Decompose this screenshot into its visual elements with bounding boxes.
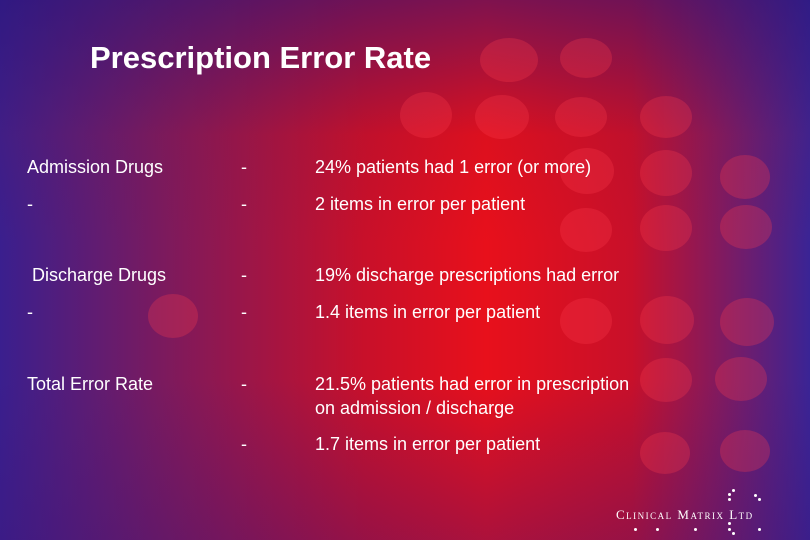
row-text: 21.5% patients had error in prescription… <box>315 374 630 418</box>
row-dash: - <box>241 374 247 394</box>
row-dash: - <box>241 194 247 214</box>
row-dash: - <box>241 434 247 454</box>
slide-title: Prescription Error Rate <box>90 40 432 75</box>
row-dash: - <box>241 157 247 177</box>
row-label: - <box>27 302 33 322</box>
row-text: 2 items in error per patient <box>315 194 526 214</box>
row-label: Total Error Rate <box>27 374 154 394</box>
row-label: - <box>27 194 33 214</box>
row-label: Discharge Drugs <box>27 265 167 285</box>
row-dash: - <box>241 265 247 285</box>
row-text: 1.4 items in error per patient <box>315 302 541 322</box>
row-text: 19% discharge prescriptions had error <box>315 265 620 285</box>
row-text: 24% patients had 1 error (or more) <box>315 157 592 177</box>
logo-text: Clinical Matrix Ltd <box>616 507 754 522</box>
company-logo: Clinical Matrix Ltd <box>616 488 786 538</box>
row-label: Admission Drugs <box>27 157 164 177</box>
row-dash: - <box>241 302 247 322</box>
row-text: 1.7 items in error per patient <box>315 434 541 454</box>
